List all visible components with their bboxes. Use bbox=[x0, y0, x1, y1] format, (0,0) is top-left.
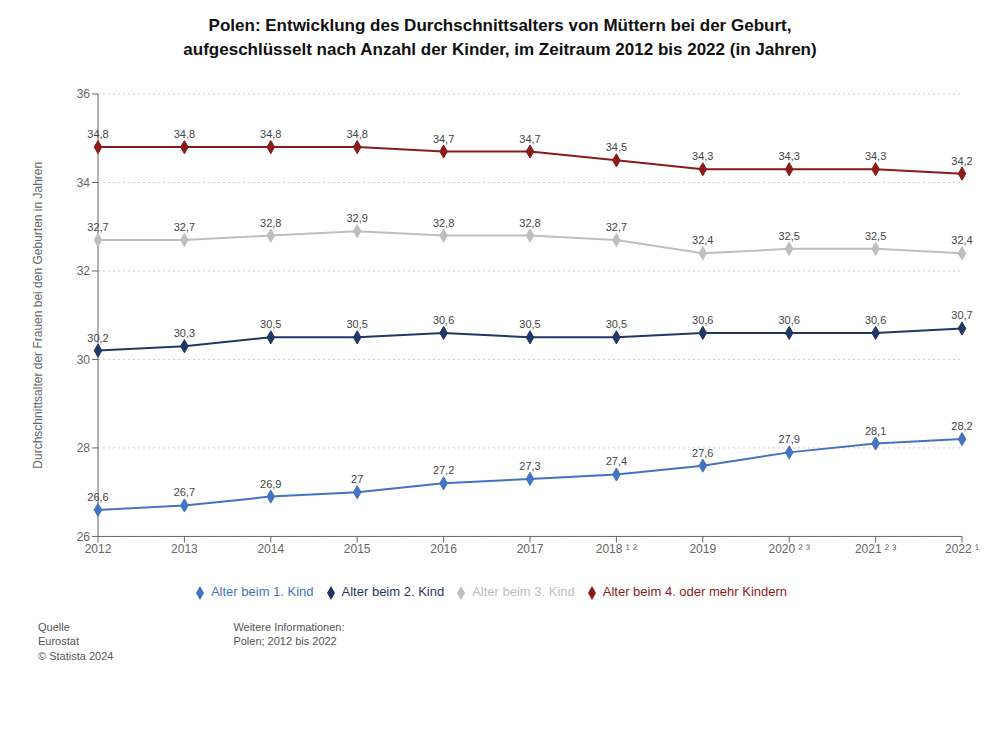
svg-text:32,9: 32,9 bbox=[346, 212, 367, 224]
svg-text:2013: 2013 bbox=[171, 542, 198, 556]
svg-text:34,8: 34,8 bbox=[174, 128, 195, 140]
svg-text:2016: 2016 bbox=[430, 542, 457, 556]
svg-text:34,3: 34,3 bbox=[692, 150, 713, 162]
html-text:Weitere Informationen: Polen;: Weitere Informationen: Polen; 2012 bis 2… bbox=[233, 620, 345, 648]
svg-text:26,9: 26,9 bbox=[260, 477, 281, 489]
html-text:Alter beim 4. oder mehr Kinder: Alter beim 4. oder mehr Kindern bbox=[602, 584, 787, 599]
svg-text:34,8: 34,8 bbox=[87, 128, 108, 140]
svg-text:34,2: 34,2 bbox=[951, 154, 972, 166]
svg-text:32,5: 32,5 bbox=[778, 229, 799, 241]
svg-text:28,2: 28,2 bbox=[951, 420, 972, 432]
svg-text:32,8: 32,8 bbox=[260, 216, 281, 228]
svg-text:32,8: 32,8 bbox=[433, 216, 454, 228]
svg-text:27: 27 bbox=[351, 473, 363, 485]
svg-text:32,7: 32,7 bbox=[174, 221, 195, 233]
svg-text:30,5: 30,5 bbox=[606, 318, 627, 330]
svg-text:26: 26 bbox=[77, 529, 91, 543]
svg-text:27,6: 27,6 bbox=[692, 446, 713, 458]
svg-text:36: 36 bbox=[77, 87, 91, 101]
svg-text:34: 34 bbox=[77, 175, 91, 189]
svg-text:30,6: 30,6 bbox=[692, 314, 713, 326]
html-text:Alter beim 1. Kind: Alter beim 1. Kind bbox=[211, 584, 314, 599]
svg-text:26,6: 26,6 bbox=[87, 490, 108, 502]
svg-text:2022 ¹: 2022 ¹ bbox=[945, 542, 979, 556]
svg-text:2019: 2019 bbox=[689, 542, 716, 556]
html-text:Alter beim 2. Kind: Alter beim 2. Kind bbox=[341, 584, 445, 599]
svg-text:30,6: 30,6 bbox=[433, 314, 454, 326]
svg-text:32,8: 32,8 bbox=[519, 216, 540, 228]
svg-text:32,4: 32,4 bbox=[692, 234, 713, 246]
svg-text:Durchschnittsalter der Frauen: Durchschnittsalter der Frauen bei den Ge… bbox=[31, 161, 45, 468]
svg-text:30,5: 30,5 bbox=[260, 318, 281, 330]
svg-text:28,1: 28,1 bbox=[865, 424, 886, 436]
svg-text:27,3: 27,3 bbox=[519, 460, 540, 472]
svg-text:2020 ² ³: 2020 ² ³ bbox=[769, 542, 810, 556]
svg-text:30,6: 30,6 bbox=[865, 314, 886, 326]
svg-text:32: 32 bbox=[77, 264, 91, 278]
svg-text:28: 28 bbox=[77, 441, 91, 455]
svg-text:34,7: 34,7 bbox=[433, 132, 454, 144]
svg-text:27,4: 27,4 bbox=[606, 455, 627, 467]
svg-text:30,3: 30,3 bbox=[174, 327, 195, 339]
html-text:Alter beim 3. Kind: Alter beim 3. Kind bbox=[472, 584, 575, 599]
svg-text:34,7: 34,7 bbox=[519, 132, 540, 144]
svg-text:30,7: 30,7 bbox=[951, 309, 972, 321]
svg-text:27,2: 27,2 bbox=[433, 464, 454, 476]
svg-text:30,5: 30,5 bbox=[346, 318, 367, 330]
svg-text:34,8: 34,8 bbox=[346, 128, 367, 140]
svg-text:32,5: 32,5 bbox=[865, 229, 886, 241]
html-text:Quelle Eurostat © Statista 202: Quelle Eurostat © Statista 2024 bbox=[38, 620, 114, 663]
svg-text:32,7: 32,7 bbox=[606, 221, 627, 233]
svg-text:34,8: 34,8 bbox=[260, 128, 281, 140]
svg-text:34,5: 34,5 bbox=[606, 141, 627, 153]
svg-text:32,4: 32,4 bbox=[951, 234, 972, 246]
svg-text:27,9: 27,9 bbox=[778, 433, 799, 445]
svg-text:34,3: 34,3 bbox=[778, 150, 799, 162]
svg-text:2017: 2017 bbox=[517, 542, 544, 556]
html-text:Polen: Entwicklung des Durchsc: Polen: Entwicklung des Durchschnittsalte… bbox=[183, 16, 817, 59]
svg-text:2021 ² ³: 2021 ² ³ bbox=[855, 542, 896, 556]
svg-text:32,7: 32,7 bbox=[87, 221, 108, 233]
svg-text:30,6: 30,6 bbox=[778, 314, 799, 326]
svg-text:2014: 2014 bbox=[257, 542, 284, 556]
svg-text:2012: 2012 bbox=[85, 542, 112, 556]
svg-text:30,5: 30,5 bbox=[519, 318, 540, 330]
svg-text:26,7: 26,7 bbox=[174, 486, 195, 498]
svg-text:30: 30 bbox=[77, 352, 91, 366]
svg-text:2015: 2015 bbox=[344, 542, 371, 556]
svg-text:30,2: 30,2 bbox=[87, 331, 108, 343]
svg-text:2018 ¹ ²: 2018 ¹ ² bbox=[596, 542, 637, 556]
svg-text:34,3: 34,3 bbox=[865, 150, 886, 162]
